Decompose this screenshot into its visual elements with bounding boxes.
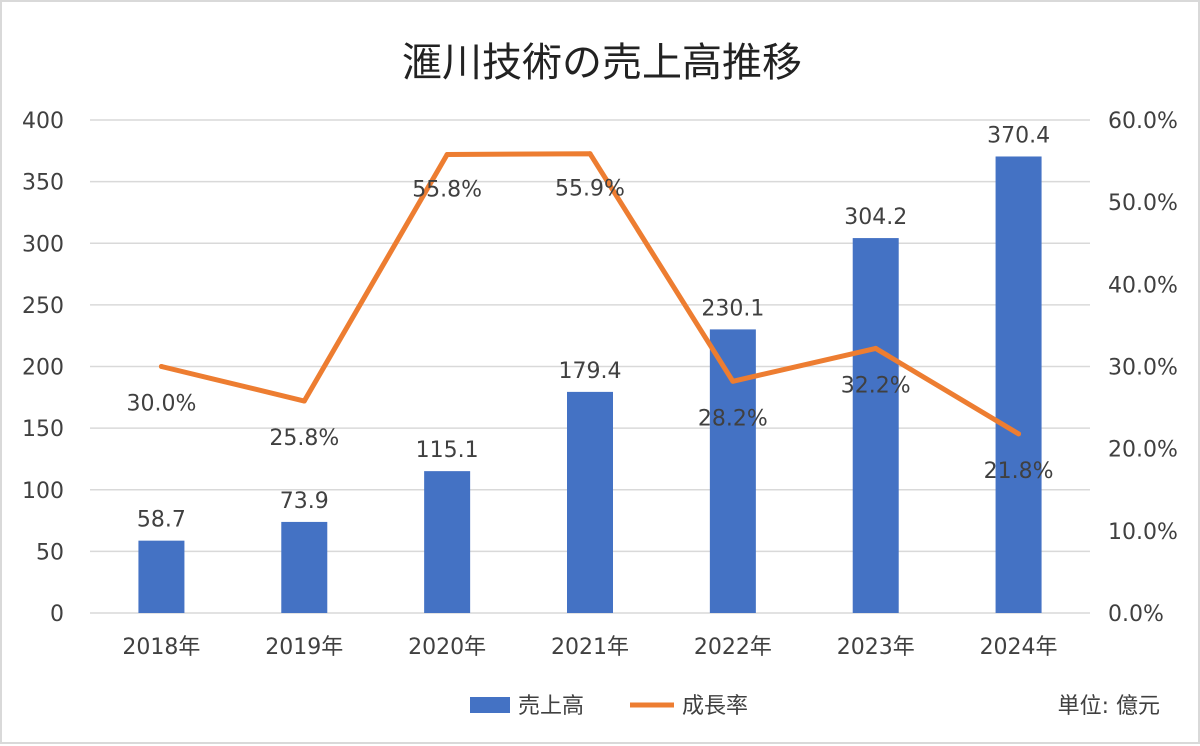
bar <box>567 391 613 613</box>
line-point <box>730 378 736 384</box>
bar-data-label: 58.7 <box>137 508 186 533</box>
right-tick-label: 10.0% <box>1108 520 1178 545</box>
line-data-labels: 30.0% 25.8% 55.8% 55.9% 28.2% 32.2% 21.8% <box>126 177 1053 484</box>
left-tick-label: 50 <box>36 540 64 565</box>
bar <box>281 521 328 613</box>
left-tick-label: 250 <box>22 294 64 319</box>
right-tick-label: 20.0% <box>1108 438 1178 463</box>
right-tick-label: 60.0% <box>1108 109 1178 134</box>
gridlines <box>90 119 1090 614</box>
left-tick-label: 100 <box>22 479 64 504</box>
bar-data-label: 179.4 <box>559 359 622 384</box>
bar-data-label: 115.1 <box>416 438 479 463</box>
x-tick-label: 2021年 <box>551 635 629 660</box>
bar <box>852 238 899 614</box>
bar-data-label: 73.9 <box>280 489 329 514</box>
x-tick-label: 2019年 <box>265 635 343 660</box>
line-point <box>158 364 164 369</box>
left-tick-label: 350 <box>22 171 64 196</box>
x-tick-label: 2020年 <box>408 635 486 660</box>
line-point <box>873 345 879 351</box>
line-point <box>1016 431 1022 437</box>
legend: 売上高 成長率 <box>470 694 748 719</box>
line-series <box>158 151 1022 437</box>
left-tick-label: 150 <box>22 417 64 442</box>
line-point <box>444 152 450 158</box>
x-tick-label: 2018年 <box>122 635 200 660</box>
legend-swatch-sales <box>470 697 510 713</box>
bar <box>138 540 185 613</box>
x-tick-label: 2023年 <box>837 635 915 660</box>
left-tick-label: 400 <box>22 109 64 134</box>
bar-series <box>138 156 1042 614</box>
bar-data-labels: 58.7 73.9 115.1 179.4 230.1 304.2 370.4 <box>137 123 1050 532</box>
bar-data-label: 230.1 <box>701 296 764 321</box>
legend-label-sales: 売上高 <box>518 694 584 719</box>
bar <box>995 156 1042 613</box>
x-tick-label: 2024年 <box>980 635 1058 660</box>
line-data-label: 32.2% <box>841 373 911 398</box>
bar-data-label: 370.4 <box>987 123 1050 148</box>
chart-title: 滙川技術の売上高推移 <box>402 40 802 86</box>
line-point <box>587 151 593 157</box>
line-data-label: 55.9% <box>555 177 625 202</box>
line-data-label: 25.8% <box>269 426 339 451</box>
left-tick-label: 0 <box>50 602 64 627</box>
legend-label-growth: 成長率 <box>682 694 748 719</box>
left-tick-label: 200 <box>22 356 64 381</box>
line-data-label: 28.2% <box>698 406 768 431</box>
right-axis: 0.0% 10.0% 20.0% 30.0% 40.0% 50.0% 60.0% <box>1108 109 1178 627</box>
bar-data-label: 304.2 <box>844 205 907 230</box>
right-tick-label: 0.0% <box>1108 602 1164 627</box>
line-data-label: 55.8% <box>412 178 482 203</box>
unit-note: 単位: 億元 <box>1058 694 1160 719</box>
right-tick-label: 50.0% <box>1108 191 1178 216</box>
right-tick-label: 40.0% <box>1108 273 1178 298</box>
right-tick-label: 30.0% <box>1108 356 1178 381</box>
line-data-label: 30.0% <box>126 392 196 417</box>
left-axis: 0 50 100 150 200 250 300 350 400 <box>22 109 64 627</box>
x-tick-label: 2022年 <box>694 635 772 660</box>
left-tick-label: 300 <box>22 232 64 257</box>
line-point <box>301 398 307 404</box>
x-axis: 2018年 2019年 2020年 2021年 2022年 2023年 2024年 <box>122 635 1057 660</box>
line-data-label: 21.8% <box>984 459 1054 484</box>
bar <box>424 471 471 613</box>
bar <box>709 329 756 613</box>
